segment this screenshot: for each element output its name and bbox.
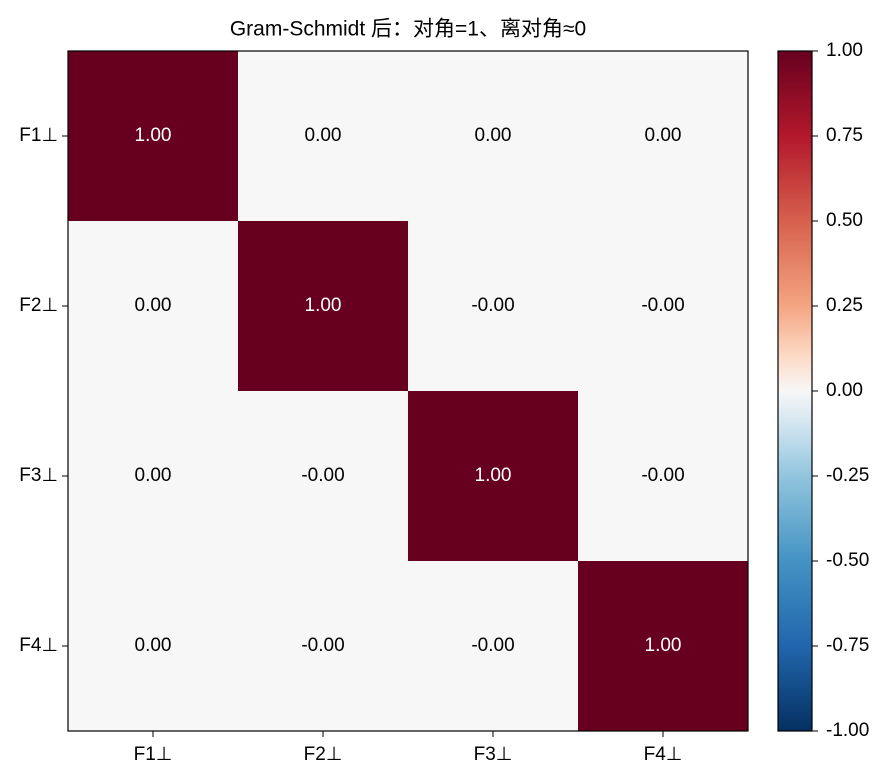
plot-frame — [67, 50, 749, 732]
x-tick-label: F3⊥ — [474, 744, 513, 765]
cell-label: -0.00 — [301, 635, 344, 656]
y-tick-label: F3⊥ — [19, 465, 58, 486]
colorbar-tick-label: 0.00 — [826, 380, 863, 401]
cell-label: 0.00 — [135, 465, 172, 486]
cell-label: -0.00 — [471, 635, 514, 656]
cell-label: -0.00 — [471, 295, 514, 316]
heatmap-cell — [238, 391, 409, 562]
colorbar-tick-label: 0.25 — [826, 295, 863, 316]
colorbar — [777, 50, 813, 732]
colorbar-tick-label: 0.50 — [826, 210, 863, 231]
heatmap-cell — [578, 221, 749, 392]
cell-label: 1.00 — [135, 125, 172, 146]
cell-label: -0.00 — [641, 295, 684, 316]
cell-label: -0.00 — [641, 465, 684, 486]
y-tick-label: F1⊥ — [19, 125, 58, 146]
colorbar-tick-label: 0.75 — [826, 125, 863, 146]
x-tick-label: F1⊥ — [134, 744, 173, 765]
heatmap-cell — [578, 51, 749, 222]
heatmap-cell — [238, 221, 409, 392]
heatmap-cell — [408, 51, 579, 222]
colorbar-tick-label: 1.00 — [826, 40, 863, 61]
cell-label: -0.00 — [301, 465, 344, 486]
heatmap-cell — [408, 391, 579, 562]
heatmap-cell — [238, 561, 409, 732]
heatmap-cell — [578, 561, 749, 732]
cell-label: 0.00 — [645, 125, 682, 146]
heatmap-cell — [68, 51, 239, 222]
y-tick-label: F2⊥ — [19, 295, 58, 316]
cell-label: 1.00 — [645, 635, 682, 656]
colorbar-tick-label: -0.75 — [826, 635, 869, 656]
cell-label: 1.00 — [475, 465, 512, 486]
cell-label: 0.00 — [135, 635, 172, 656]
x-tick-label: F4⊥ — [644, 744, 683, 765]
heatmap-cell — [68, 391, 239, 562]
colorbar-tick-label: -0.25 — [826, 465, 869, 486]
cell-label: 0.00 — [305, 125, 342, 146]
heatmap-cell — [578, 391, 749, 562]
heatmap-cell — [408, 561, 579, 732]
heatmap-cell — [408, 221, 579, 392]
colorbar-tick-label: -1.00 — [826, 720, 869, 741]
cell-label: 1.00 — [305, 295, 342, 316]
cell-label: 0.00 — [135, 295, 172, 316]
heatmap-cell — [68, 221, 239, 392]
colorbar-tick-label: -0.50 — [826, 550, 869, 571]
heatmap-cell — [238, 51, 409, 222]
x-tick-label: F2⊥ — [304, 744, 343, 765]
chart-title: Gram-Schmidt 后：对角=1、离对角≈0 — [230, 18, 586, 41]
heatmap-cell — [68, 561, 239, 732]
y-tick-label: F4⊥ — [19, 635, 58, 656]
cell-label: 0.00 — [475, 125, 512, 146]
